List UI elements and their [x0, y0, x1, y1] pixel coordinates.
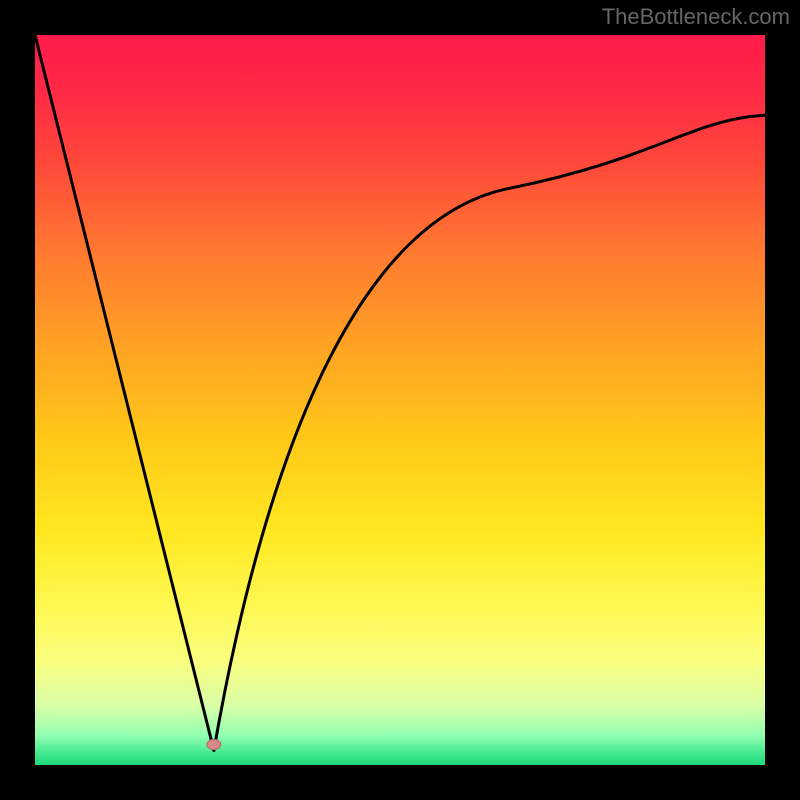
bottleneck-chart — [0, 0, 800, 800]
optimal-point-marker — [207, 740, 221, 750]
chart-container: TheBottleneck.com — [0, 0, 800, 800]
watermark-text: TheBottleneck.com — [602, 4, 790, 30]
